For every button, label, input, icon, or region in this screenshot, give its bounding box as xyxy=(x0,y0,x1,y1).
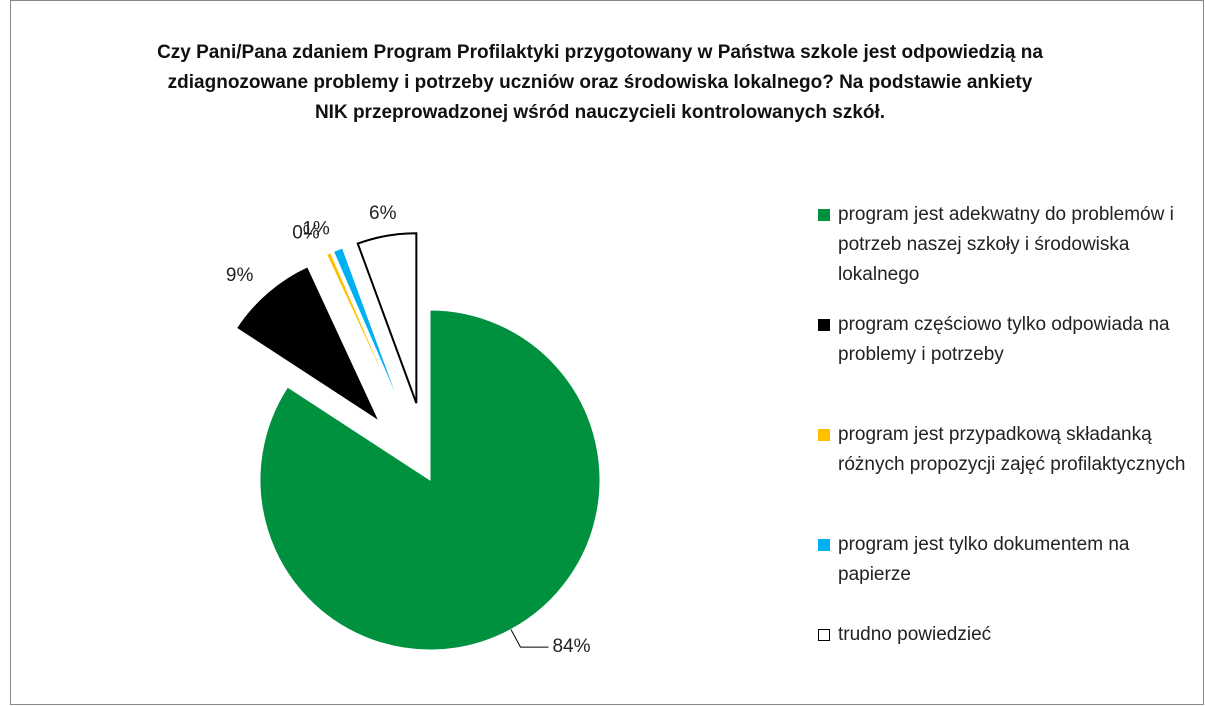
legend-label: program jest adekwatny do problemów i po… xyxy=(838,204,1174,285)
pie-slice xyxy=(332,247,402,408)
legend-swatch xyxy=(818,429,830,441)
legend-swatch xyxy=(818,319,830,331)
legend-label: program częściowo tylko odpowiada na pro… xyxy=(838,314,1170,365)
pie-slice xyxy=(326,252,399,410)
legend-swatch xyxy=(818,629,830,641)
pie-slice xyxy=(235,266,381,423)
legend-item: program jest przypadkową składanką różny… xyxy=(818,420,1188,480)
leader-line xyxy=(510,629,549,648)
legend-swatch xyxy=(818,539,830,551)
legend-label: program jest tylko dokumentem na papierz… xyxy=(838,534,1130,585)
chart-title: Czy Pani/Pana zdaniem Program Profilakty… xyxy=(157,42,1043,123)
data-label: 9% xyxy=(226,265,254,286)
legend-label: program jest przypadkową składanką różny… xyxy=(838,424,1186,475)
legend-item: program jest adekwatny do problemów i po… xyxy=(818,200,1188,290)
data-label: 84% xyxy=(552,636,590,657)
chart-border xyxy=(10,0,1204,705)
data-label: 1% xyxy=(302,218,330,239)
pie-slice xyxy=(259,309,601,651)
legend-item: trudno powiedzieć xyxy=(818,620,1188,650)
legend-label: trudno powiedzieć xyxy=(838,624,992,645)
data-label: 6% xyxy=(369,203,397,224)
legend-swatch xyxy=(818,209,830,221)
legend-item: program jest tylko dokumentem na papierz… xyxy=(818,530,1188,590)
data-label: 0% xyxy=(292,223,320,244)
pie-slice xyxy=(356,232,418,404)
legend-item: program częściowo tylko odpowiada na pro… xyxy=(818,310,1188,370)
